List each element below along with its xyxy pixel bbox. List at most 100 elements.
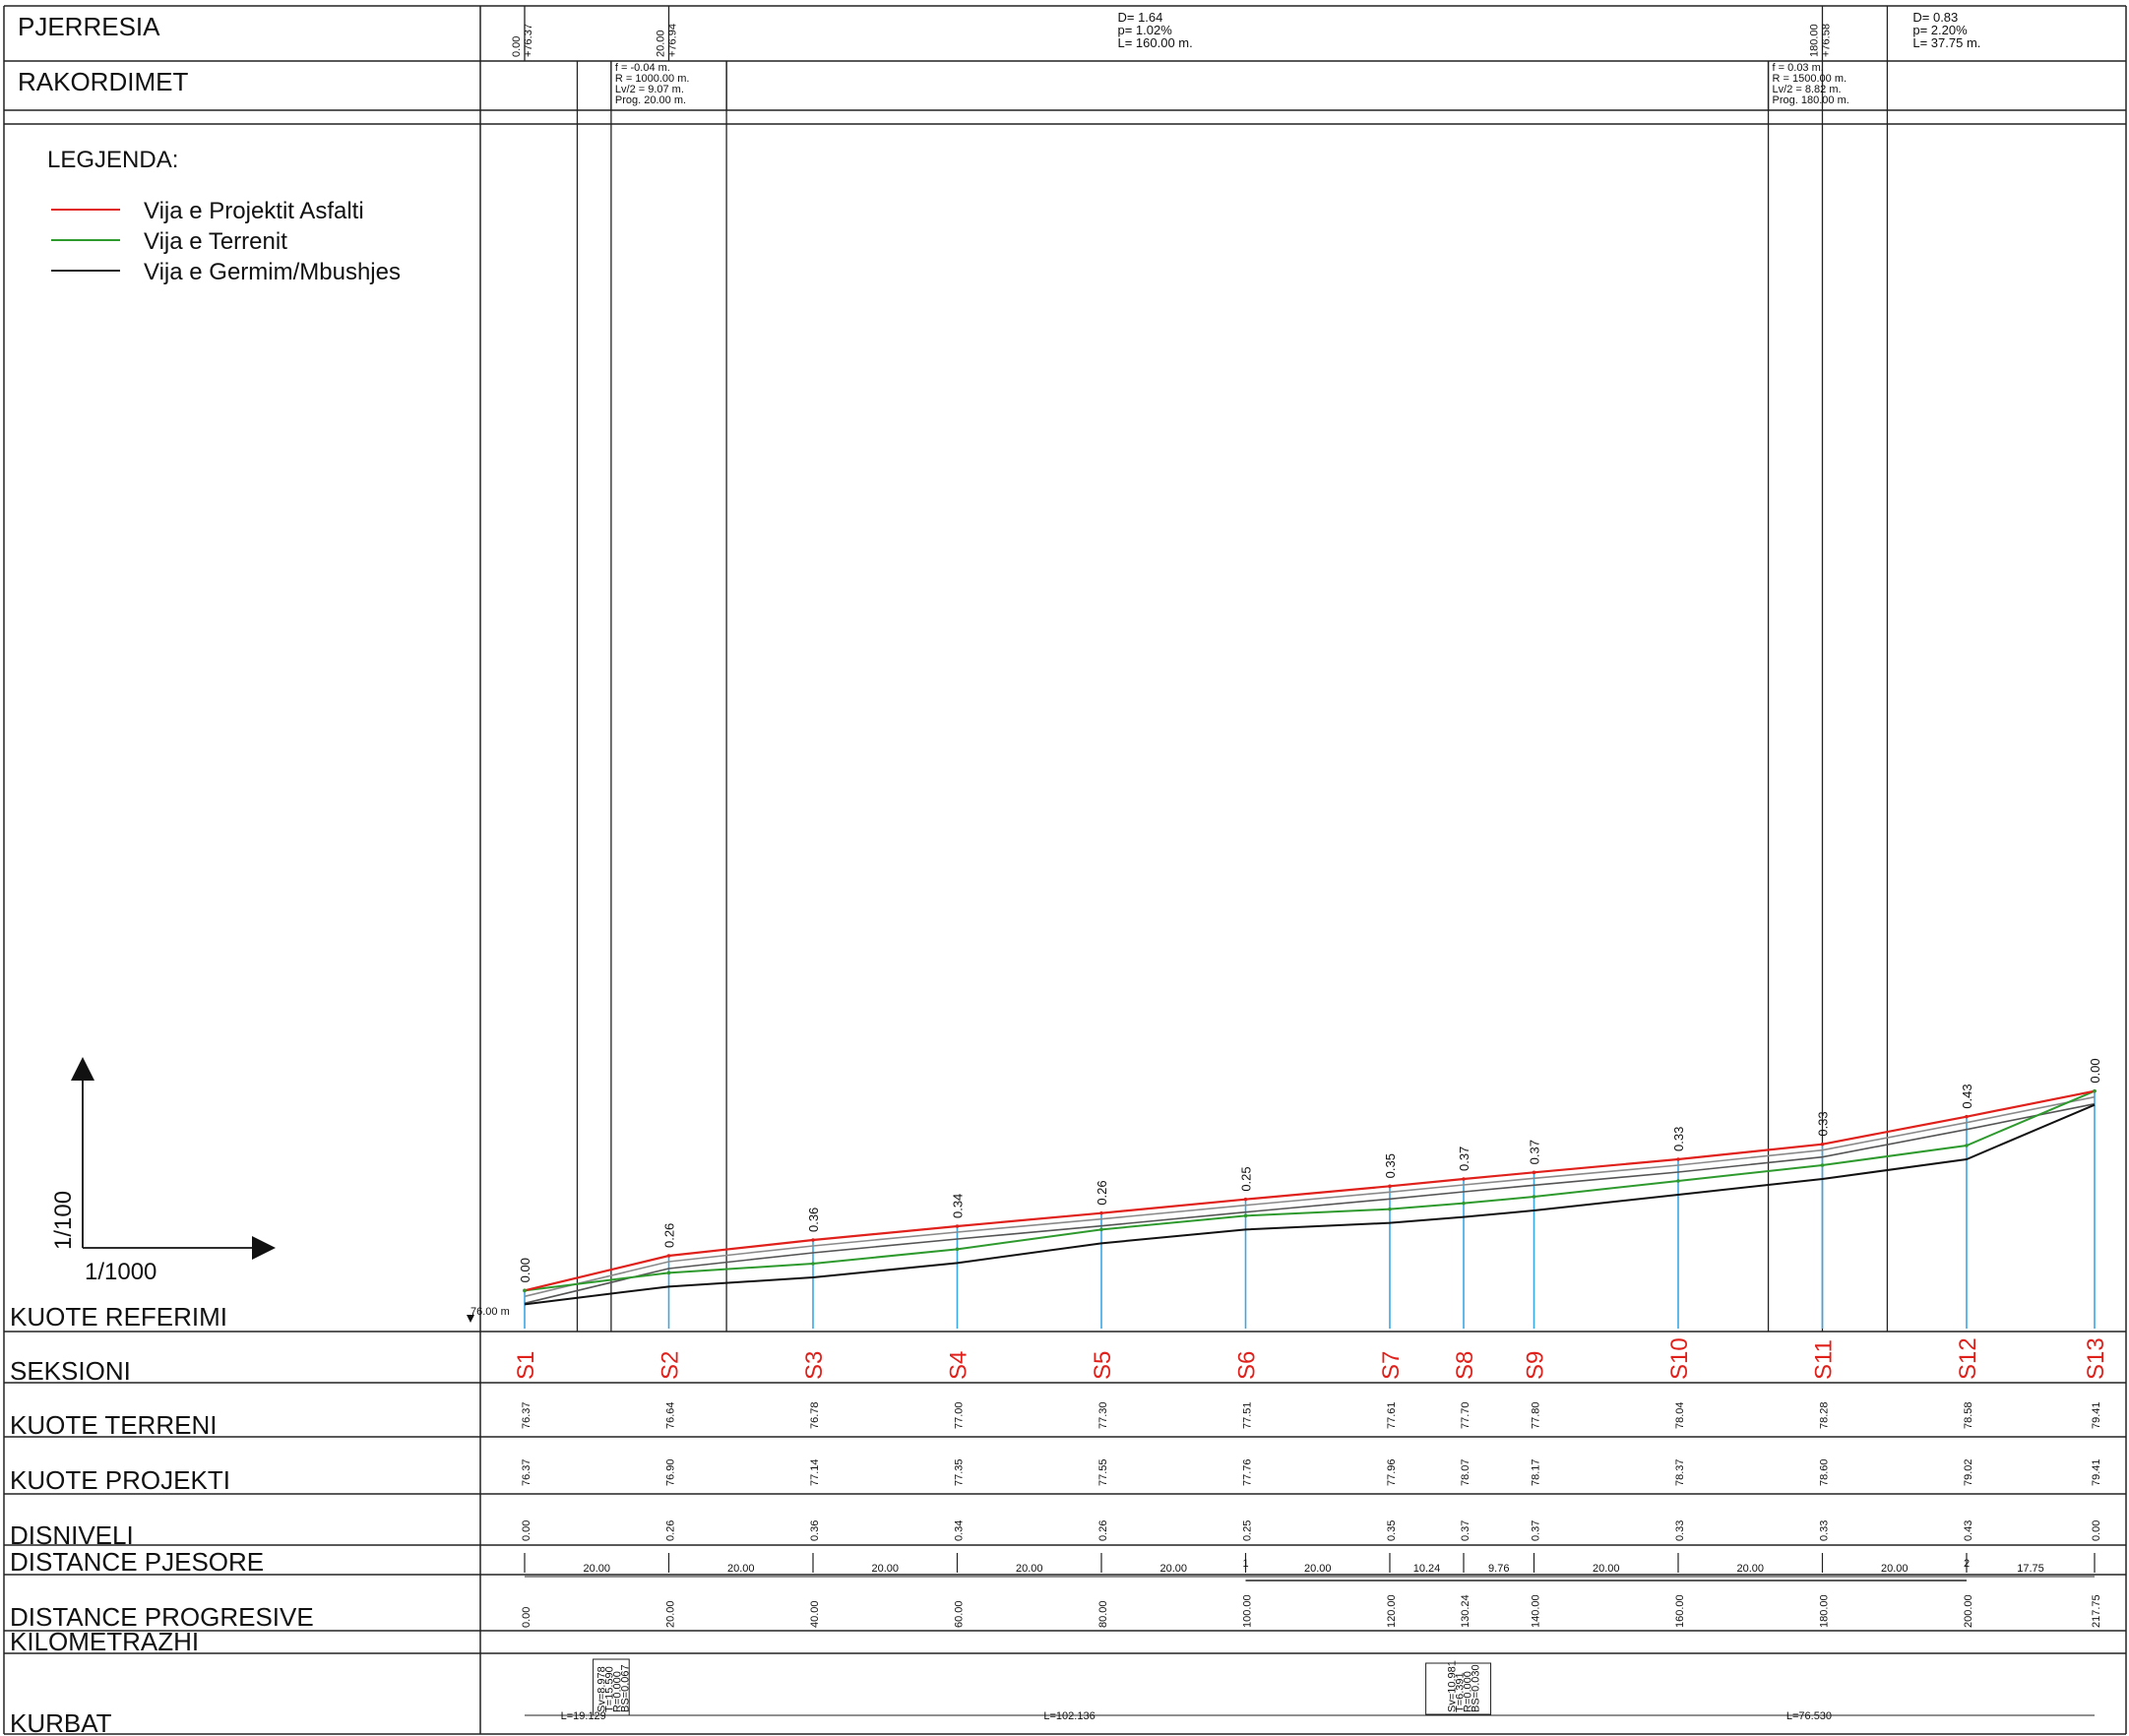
project-point — [1243, 1197, 1248, 1202]
curve-length-label: L=102.136 — [1043, 1710, 1095, 1722]
grade-info: D= 0.83 — [1912, 10, 1958, 25]
distance-progresive-value: 120.00 — [1386, 1594, 1398, 1628]
row-label-distance-pjesore: DISTANCE PJESORE — [10, 1547, 264, 1577]
terrain-point — [523, 1288, 527, 1293]
section-label: S13 — [2083, 1337, 2109, 1380]
distance-progresive-value: 200.00 — [1963, 1594, 1974, 1628]
kuote-terreni-value: 77.30 — [1097, 1401, 1109, 1429]
disniveli-value: 0.00 — [2091, 1520, 2102, 1541]
profile-disniveli-label: 0.37 — [1527, 1140, 1541, 1164]
curve-data-2: BS=0.030 — [1471, 1664, 1482, 1712]
grade-change-station: 180.00 — [1808, 24, 1820, 57]
section-label: S12 — [1955, 1337, 1981, 1380]
distance-progresive-value: 160.00 — [1674, 1594, 1686, 1628]
distance-pjesore-value: 20.00 — [1593, 1563, 1620, 1575]
terrain-point — [666, 1271, 671, 1275]
kuote-terreni-value: 77.51 — [1241, 1401, 1253, 1429]
curve-box-2 — [1425, 1662, 1492, 1715]
disniveli-value: 0.43 — [1963, 1520, 1974, 1541]
row-label-distance-progresive: DISTANCE PROGRESIVE — [10, 1602, 314, 1632]
kuote-terreni-value: 76.64 — [664, 1401, 676, 1429]
section-label: S3 — [801, 1351, 828, 1380]
terrain-point — [2093, 1088, 2097, 1093]
kuote-terreni-value: 77.61 — [1386, 1401, 1398, 1429]
section-label: S8 — [1452, 1351, 1478, 1380]
project-base-line — [524, 1102, 2096, 1305]
row-label-kilometrazhi: KILOMETRAZHI — [10, 1627, 199, 1656]
row-label-kuote-referimi: KUOTE REFERIMI — [10, 1302, 227, 1332]
grade-info: p= 2.20% — [1912, 23, 1968, 37]
project-point — [1820, 1142, 1825, 1147]
disniveli-value: 0.26 — [1097, 1520, 1109, 1541]
curve-data-2: R=0.000 — [1463, 1671, 1474, 1712]
profile-disniveli-label: 0.35 — [1383, 1153, 1398, 1178]
project-point — [1965, 1114, 1969, 1119]
distance-progresive-value: 60.00 — [953, 1600, 965, 1628]
grade-change-station: 20.00 — [655, 30, 666, 57]
profile-disniveli-label: 0.36 — [806, 1208, 821, 1232]
disniveli-value: 0.36 — [809, 1520, 821, 1541]
distance-pjesore-value: 20.00 — [583, 1563, 610, 1575]
legend-item-project: Vija e Projektit Asfalti — [144, 198, 364, 224]
curve-length-label: L=19.129 — [561, 1710, 606, 1722]
profile-disniveli-label: 0.33 — [1671, 1127, 1686, 1151]
curve-data-1: T=15.590 — [604, 1666, 616, 1712]
curve-data-2: Sv=10.981 — [1447, 1660, 1459, 1712]
disniveli-value: 0.37 — [1530, 1520, 1541, 1541]
disniveli-value: 0.00 — [521, 1520, 532, 1541]
profile-disniveli-label: 0.00 — [518, 1258, 532, 1282]
distance-pjesore-value: 20.00 — [1881, 1563, 1909, 1575]
profile-content: 0.00 +76.37 20.00 +76.94 180.00 +76.58D= 1.64… — [511, 6, 2109, 1722]
project-point — [955, 1224, 960, 1228]
reference-marker-icon — [467, 1315, 474, 1323]
grade-info: D= 1.64 — [1117, 10, 1162, 25]
horizontal-scale: 1/1000 — [85, 1259, 157, 1285]
terrain-point — [1243, 1213, 1248, 1218]
scale-indicator: 1/100 1/1000 — [50, 1057, 276, 1285]
profile-disniveli-label: 0.00 — [2088, 1058, 2102, 1083]
legend: LEGJENDA: Vija e Projektit Asfalti Vija … — [47, 147, 401, 285]
section-label: S10 — [1666, 1337, 1693, 1380]
terrain-point — [1532, 1195, 1536, 1199]
disniveli-value: 0.34 — [953, 1520, 965, 1541]
kuote-projekti-value: 79.41 — [2091, 1458, 2102, 1486]
distance-progresive-value: 20.00 — [664, 1600, 676, 1628]
section-label: S11 — [1810, 1339, 1837, 1380]
curve-box-1 — [593, 1658, 630, 1716]
project-point — [1099, 1210, 1103, 1215]
series-line-project — [524, 1089, 2096, 1292]
kuote-projekti-value: 78.37 — [1674, 1458, 1686, 1486]
section-label: S2 — [657, 1351, 683, 1380]
grade-info: L= 37.75 m. — [1912, 35, 1980, 50]
section-label: S9 — [1522, 1351, 1548, 1380]
grade-change-elevation: +76.94 — [666, 24, 678, 57]
distance-pjesore-value: 10.24 — [1413, 1563, 1441, 1575]
profile-disniveli-label: 0.25 — [1238, 1166, 1253, 1191]
section-label: S6 — [1233, 1351, 1260, 1380]
section-label: S4 — [945, 1351, 971, 1380]
row-label-kuote-terreni: KUOTE TERRENI — [10, 1410, 217, 1440]
vertical-curve-info: R = 1500.00 m. — [1773, 73, 1847, 85]
section-label: S7 — [1378, 1351, 1405, 1380]
project-point — [811, 1238, 815, 1242]
terrain-point — [1676, 1179, 1680, 1183]
profile-disniveli-label: 0.33 — [1815, 1111, 1830, 1136]
profile-disniveli-label: 0.43 — [1960, 1084, 1974, 1108]
terrain-point — [1388, 1207, 1392, 1211]
disniveli-value: 0.37 — [1460, 1520, 1472, 1541]
disniveli-value: 0.26 — [664, 1520, 676, 1541]
kuote-terreni-value: 77.80 — [1530, 1401, 1541, 1429]
disniveli-value: 0.35 — [1386, 1520, 1398, 1541]
profile-disniveli-label: 0.26 — [661, 1223, 676, 1248]
arrow-up-icon — [71, 1057, 94, 1081]
kuote-projekti-value: 77.76 — [1241, 1458, 1253, 1486]
distance-pjesore-value: 17.75 — [2017, 1563, 2044, 1575]
grade-info: L= 160.00 m. — [1117, 35, 1192, 50]
grade-change-elevation: +76.37 — [523, 24, 534, 57]
project-point — [1532, 1170, 1536, 1175]
legend-item-cutfill: Vija e Germim/Mbushjes — [144, 259, 401, 285]
kuote-terreni-value: 76.78 — [809, 1401, 821, 1429]
kuote-projekti-value: 76.37 — [521, 1458, 532, 1486]
kuote-terreni-value: 76.37 — [521, 1401, 532, 1429]
disniveli-value: 0.25 — [1241, 1520, 1253, 1541]
